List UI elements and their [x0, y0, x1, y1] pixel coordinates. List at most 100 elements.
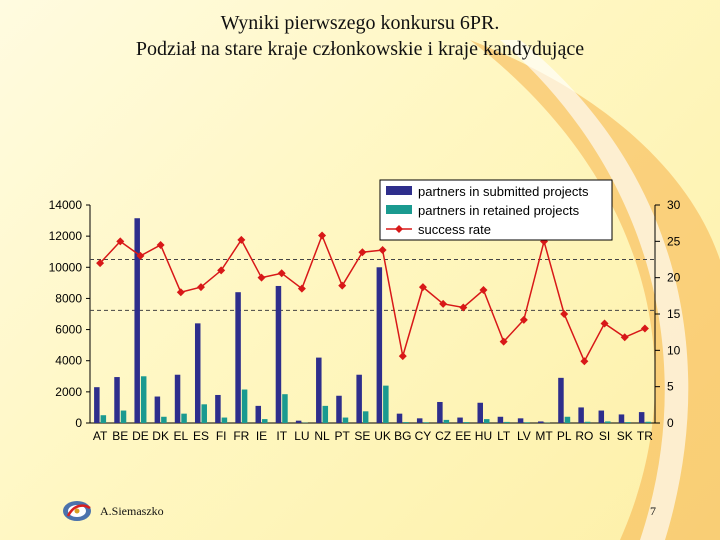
- bar-submitted: [154, 396, 161, 423]
- x-tick-label: SI: [599, 429, 610, 443]
- success-rate-point: [156, 240, 165, 249]
- right-tick-label: 15: [667, 307, 681, 321]
- legend-label: partners in submitted projects: [418, 184, 589, 199]
- x-tick-label: SE: [354, 429, 370, 443]
- x-tick-label: EE: [455, 429, 471, 443]
- x-tick-label: NL: [314, 429, 330, 443]
- legend-swatch-marker: [395, 225, 403, 233]
- x-tick-label: ES: [193, 429, 209, 443]
- legend-swatch: [386, 186, 412, 195]
- legend-label: partners in retained projects: [418, 203, 580, 218]
- bar-retained: [483, 419, 490, 423]
- success-rate-point: [479, 286, 488, 295]
- success-rate-line: [99, 233, 646, 363]
- bar-retained: [120, 410, 127, 423]
- bar-submitted: [174, 374, 181, 423]
- bar-submitted: [356, 374, 362, 423]
- bar-retained: [201, 404, 207, 423]
- left-tick-label: 0: [75, 416, 82, 430]
- x-tick-label: EL: [173, 429, 188, 443]
- bar-retained: [403, 422, 409, 423]
- x-tick-label: DE: [132, 429, 149, 443]
- title-line-1: Wyniki pierwszego konkursu 6PR.: [220, 12, 500, 34]
- right-tick-label: 10: [667, 343, 681, 357]
- right-tick-label: 30: [667, 198, 681, 212]
- success-rate-point: [358, 248, 367, 257]
- success-rate-point: [378, 246, 387, 255]
- bar-submitted: [114, 377, 120, 423]
- bar-retained: [645, 421, 651, 423]
- bar-submitted: [235, 292, 241, 423]
- bar-retained: [443, 419, 450, 423]
- bar-submitted: [295, 420, 302, 423]
- x-tick-label: TR: [637, 429, 653, 443]
- bar-submitted: [316, 357, 322, 423]
- bar-submitted: [598, 410, 605, 423]
- left-tick-label: 14000: [49, 198, 83, 212]
- bar-submitted: [638, 412, 645, 423]
- success-rate-point: [297, 284, 306, 293]
- bar-submitted: [396, 413, 403, 423]
- page-number: 7: [650, 504, 656, 518]
- legend-box: [379, 179, 613, 241]
- x-tick-label: PT: [335, 429, 351, 443]
- x-tick-label: AT: [93, 429, 108, 443]
- left-tick-label: 2000: [55, 385, 82, 399]
- bar-submitted: [416, 418, 423, 423]
- title-line-2: Podział na stare kraje członkowskie i kr…: [135, 38, 585, 60]
- bar-submitted: [275, 285, 282, 423]
- bar-retained: [584, 421, 591, 423]
- left-tick-label: 4000: [55, 354, 82, 368]
- bar-retained: [322, 405, 329, 423]
- left-tick-label: 8000: [55, 291, 82, 305]
- success-rate-point: [620, 333, 629, 342]
- success-rate-point: [136, 251, 145, 260]
- bar-submitted: [618, 414, 625, 423]
- success-rate-point: [398, 352, 407, 361]
- x-tick-label: LT: [497, 429, 511, 443]
- x-tick-label: IE: [256, 429, 267, 443]
- right-tick-label: 20: [667, 271, 681, 285]
- bar-submitted: [94, 387, 100, 423]
- bar-retained: [161, 416, 167, 423]
- bar-retained: [625, 422, 631, 423]
- success-rate-point: [176, 288, 185, 297]
- success-rate-point: [257, 273, 266, 282]
- bar-submitted: [194, 323, 201, 423]
- bar-retained: [282, 394, 288, 423]
- bar-retained: [221, 417, 228, 423]
- x-tick-label: MT: [535, 429, 553, 443]
- success-rate-point: [116, 237, 125, 246]
- bar-submitted: [477, 402, 483, 423]
- success-rate-point: [640, 324, 649, 333]
- success-rate-point: [318, 231, 327, 240]
- logo-icon: [63, 501, 91, 521]
- bar-submitted: [376, 267, 383, 423]
- bar-retained: [605, 421, 611, 423]
- left-tick-label: 10000: [49, 260, 83, 274]
- x-tick-label: LV: [517, 429, 531, 443]
- bar-submitted: [558, 377, 564, 423]
- author-label: A.Siemaszko: [100, 504, 164, 518]
- x-tick-label: CZ: [435, 429, 451, 443]
- x-tick-label: BE: [112, 429, 128, 443]
- success-rate-point: [196, 283, 205, 292]
- x-tick-label: RO: [575, 429, 593, 443]
- x-tick-label: IT: [276, 429, 287, 443]
- success-rate-point: [499, 337, 508, 346]
- success-rate-point: [418, 283, 427, 292]
- bar-retained: [564, 416, 571, 423]
- success-rate-point: [459, 303, 468, 312]
- bar-submitted: [578, 407, 584, 423]
- legend-swatch: [386, 205, 412, 214]
- bar-retained: [181, 413, 187, 423]
- right-tick-label: 0: [667, 416, 674, 430]
- legend-label: success rate: [418, 222, 491, 237]
- bar-submitted: [134, 218, 140, 423]
- slide-title: Wyniki pierwszego konkursu 6PR. Podział …: [0, 10, 720, 62]
- bar-submitted: [457, 417, 463, 423]
- right-tick-label: 5: [667, 380, 674, 394]
- bar-retained: [262, 419, 268, 423]
